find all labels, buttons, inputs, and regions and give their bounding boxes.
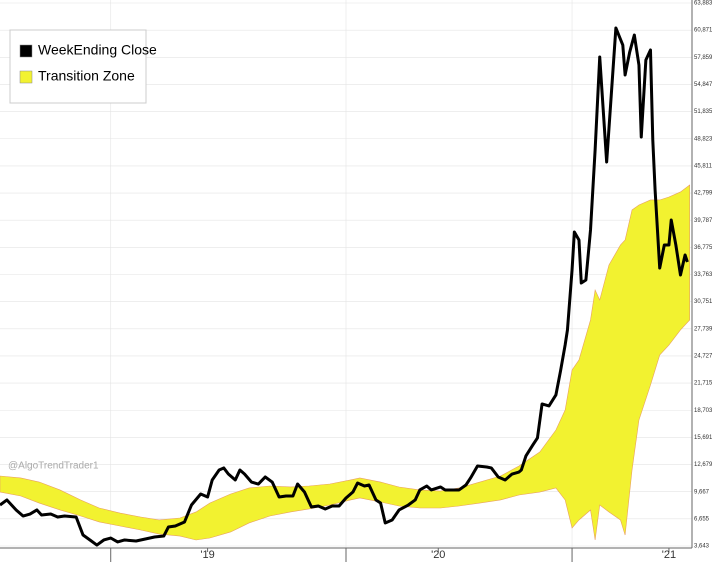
legend: WeekEnding Close Transition Zone — [9, 29, 157, 104]
y-tick-label: 60,871 — [694, 28, 712, 34]
y-tick-label: 15,691 — [694, 435, 712, 441]
x-tick-label: '20 — [431, 549, 445, 561]
y-tick-label: 3,643 — [694, 544, 710, 550]
y-tick-label: 33,763 — [694, 272, 712, 278]
y-tick-label: 42,799 — [694, 191, 712, 197]
legend-box — [9, 29, 147, 104]
y-tick-label: 30,751 — [694, 299, 712, 305]
y-tick-label: 63,883 — [694, 1, 712, 7]
y-tick-label: 54,847 — [694, 82, 712, 88]
legend-label: WeekEnding Close — [38, 42, 157, 58]
y-tick-label: 12,679 — [694, 462, 712, 468]
y-tick-label: 36,775 — [694, 245, 712, 251]
x-tick-label: '21 — [662, 549, 676, 561]
y-tick-label: 27,739 — [694, 326, 712, 332]
y-tick-label: 9,667 — [694, 489, 710, 495]
y-tick-label: 57,859 — [694, 55, 712, 61]
legend-label: Transition Zone — [38, 68, 135, 84]
y-tick-label: 51,835 — [694, 109, 712, 115]
y-tick-label: 48,823 — [694, 136, 712, 142]
y-tick-label: 39,787 — [694, 218, 712, 224]
grid — [0, 0, 692, 548]
y-tick-label: 6,655 — [694, 516, 710, 522]
y-tick-label: 24,727 — [694, 354, 712, 360]
y-tick-label: 18,703 — [694, 408, 712, 414]
y-tick-label: 45,811 — [694, 163, 712, 169]
legend-swatch — [19, 70, 33, 84]
plot — [0, 26, 690, 547]
legend-swatch — [19, 44, 33, 58]
close-line — [0, 26, 689, 547]
x-tick-label: '19 — [200, 549, 214, 561]
y-tick-label: 21,715 — [694, 381, 712, 387]
watermark: @AlgoTrendTrader1 — [8, 461, 99, 472]
